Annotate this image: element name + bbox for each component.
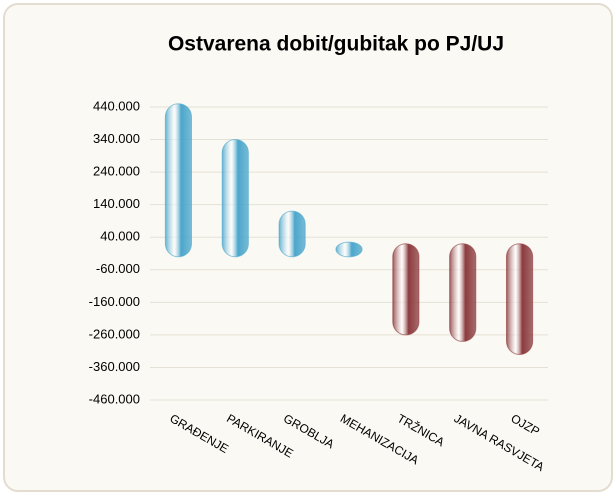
bar bbox=[449, 243, 477, 342]
chart-title: Ostvarena dobit/gubitak po PJ/UJ bbox=[168, 33, 504, 56]
bar bbox=[335, 241, 363, 258]
bar bbox=[221, 139, 249, 258]
y-tick-label: 440.000 bbox=[93, 98, 140, 113]
y-tick-label: -260.000 bbox=[89, 326, 140, 341]
y-tick-label: -460.000 bbox=[89, 391, 140, 406]
y-tick-label: -60.000 bbox=[96, 261, 140, 276]
bar bbox=[505, 243, 534, 355]
bar bbox=[278, 210, 306, 258]
y-tick-label: 40.000 bbox=[100, 229, 140, 244]
y-tick-label: 140.000 bbox=[93, 196, 140, 211]
y-tick-label: 240.000 bbox=[93, 164, 140, 179]
y-tick-label: -160.000 bbox=[89, 294, 140, 309]
chart-background bbox=[3, 3, 613, 492]
bar bbox=[164, 103, 193, 258]
y-tick-label: -360.000 bbox=[89, 359, 140, 374]
bar bbox=[392, 243, 420, 336]
y-tick-label: 340.000 bbox=[93, 131, 140, 146]
